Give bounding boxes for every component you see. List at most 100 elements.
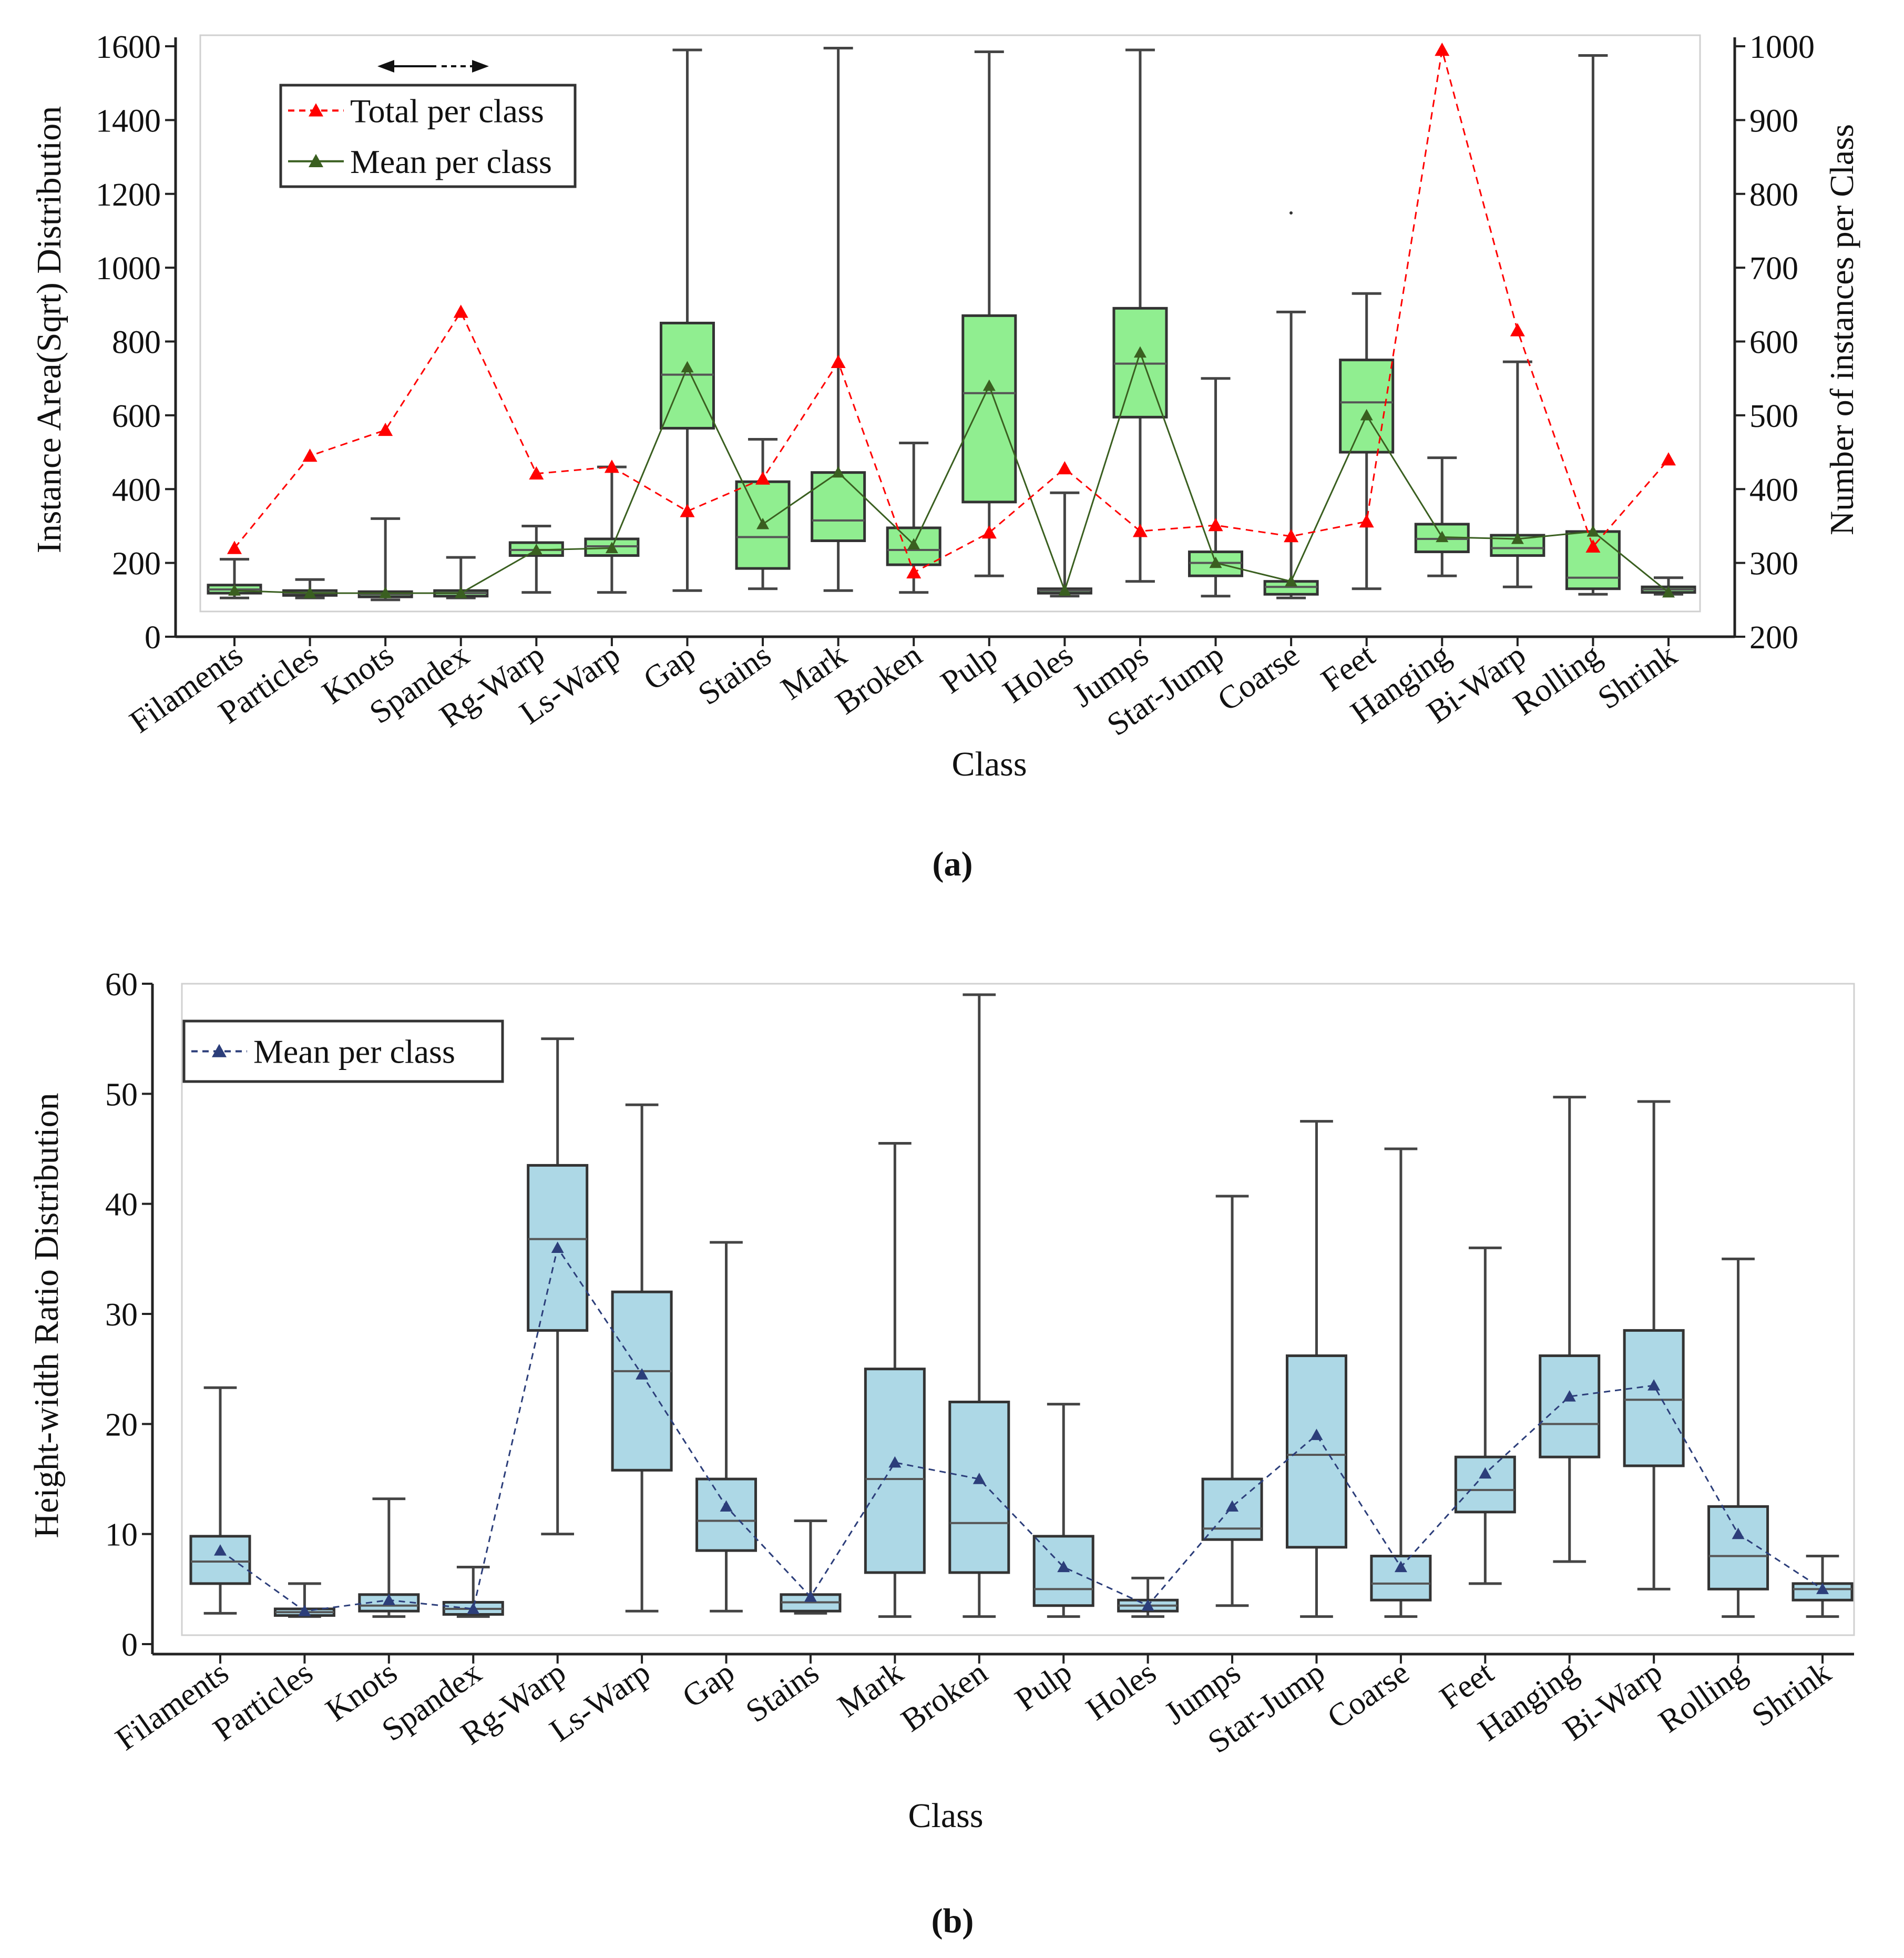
- mean-marker: [1310, 1429, 1323, 1440]
- legend: Mean per class: [182, 1019, 504, 1083]
- box-iqr: [695, 1477, 757, 1552]
- box-iqr: [1454, 1455, 1516, 1514]
- x-tick-label: Rolling: [1507, 637, 1608, 722]
- mean-marker: [832, 466, 845, 478]
- total-line: [233, 49, 1670, 574]
- mean-marker: [1058, 584, 1071, 596]
- mean-marker: [1360, 409, 1373, 421]
- total-marker: [604, 460, 619, 473]
- y-tick-label: 0: [145, 620, 161, 656]
- y2-tick-label: 800: [1749, 177, 1798, 213]
- box-iqr: [961, 314, 1017, 504]
- total-marker: [755, 471, 771, 485]
- box-star-jump: [1285, 1120, 1347, 1618]
- box-iqr: [1539, 1354, 1601, 1459]
- box-iqr: [811, 471, 866, 543]
- mean-marker: [681, 361, 694, 373]
- x-tick-label: Coarse: [1321, 1655, 1416, 1736]
- y-tick-label: 50: [105, 1077, 138, 1113]
- box-stains: [735, 437, 791, 590]
- y-tick-label: 200: [112, 546, 161, 582]
- mean-line: [220, 1246, 1823, 1612]
- x-tick-label: Broken: [830, 637, 929, 721]
- total-marker: [680, 504, 695, 517]
- x-tick-label: Bi-Warp: [1557, 1655, 1669, 1748]
- box-iqr: [1707, 1505, 1769, 1590]
- y-tick-label: 1200: [96, 177, 161, 213]
- mean-marker: [1285, 575, 1298, 587]
- mean-marker: [382, 1594, 395, 1605]
- total-marker: [831, 354, 846, 369]
- box-ls-warp: [611, 1103, 673, 1613]
- box-broken: [948, 993, 1010, 1618]
- mean-marker: [605, 542, 618, 554]
- box-jumps: [1112, 48, 1168, 583]
- box-rg-warp: [527, 1037, 589, 1536]
- box-iqr: [611, 1290, 673, 1472]
- box-gap: [695, 1241, 757, 1613]
- legend-marker: [309, 154, 323, 167]
- y-tick-label: 1600: [96, 29, 161, 65]
- y-tick-label: 400: [112, 472, 161, 508]
- legend-marker: [212, 1044, 227, 1057]
- y-tick-label: 1400: [96, 103, 161, 139]
- mean-marker: [298, 1605, 311, 1616]
- y2-tick-label: 200: [1749, 620, 1798, 656]
- mean-marker: [1133, 346, 1147, 358]
- legend-label: Mean per class: [253, 1033, 455, 1070]
- y2-tick-label: 1000: [1749, 29, 1815, 65]
- total-marker: [529, 466, 544, 480]
- x-tick-label: Gap: [637, 637, 702, 698]
- mean-marker: [1511, 533, 1524, 544]
- y2-tick-label: 300: [1749, 546, 1798, 582]
- box-mark: [864, 1142, 926, 1618]
- y-tick-label: 800: [112, 325, 161, 361]
- x-tick-label: Gap: [676, 1655, 741, 1715]
- y-tick-label: 10: [105, 1517, 138, 1553]
- box-bi-warp: [1490, 360, 1545, 588]
- mean-marker: [467, 1603, 480, 1614]
- box-feet: [1454, 1246, 1516, 1585]
- plot-frame: [199, 34, 1701, 613]
- mean-marker: [720, 1500, 733, 1512]
- x-tick-label: Holes: [1080, 1655, 1162, 1728]
- total-marker: [1208, 518, 1223, 532]
- mean-marker: [1394, 1561, 1407, 1573]
- arrow-left: [377, 60, 394, 73]
- mean-marker: [1141, 1599, 1154, 1611]
- box-iqr: [189, 1535, 251, 1585]
- total-marker: [302, 448, 318, 462]
- box-iqr: [1285, 1354, 1347, 1549]
- double-arrow-icon: [377, 60, 1293, 215]
- mean-marker: [982, 379, 996, 391]
- box-holes: [1117, 1576, 1179, 1618]
- box-coarse: [1263, 310, 1319, 599]
- x-tick-label: Stains: [740, 1655, 825, 1730]
- legend: Total per class Mean per class: [279, 84, 577, 188]
- mean-marker: [379, 587, 392, 598]
- x-axis-title: Class: [908, 1797, 983, 1835]
- x-axis-title: Class: [951, 745, 1027, 783]
- mean-line: [234, 350, 1669, 594]
- total-marker: [1057, 461, 1072, 475]
- mean-marker: [756, 517, 770, 529]
- box-holes: [1037, 491, 1092, 598]
- mean-marker: [973, 1473, 986, 1484]
- mean-marker: [530, 544, 543, 555]
- box-hanging: [1414, 456, 1470, 577]
- box-rolling: [1707, 1257, 1769, 1618]
- mean-marker: [551, 1241, 564, 1253]
- box-iqr: [527, 1164, 589, 1332]
- total-marker: [1661, 452, 1676, 466]
- mean-marker: [907, 538, 920, 550]
- y-tick-label: 40: [105, 1187, 138, 1223]
- y-tick-label: 0: [121, 1627, 138, 1663]
- box-iqr: [948, 1400, 1010, 1574]
- mean-marker: [804, 1590, 817, 1602]
- mean-marker: [1479, 1467, 1492, 1479]
- mean-marker: [228, 584, 241, 596]
- x-tick-label: Filaments: [109, 1655, 235, 1758]
- box-jumps: [1201, 1195, 1263, 1607]
- panel-a: 0 200 400 600 800 1000 1200 1400 1600 200 300 400 50…: [30, 29, 1860, 883]
